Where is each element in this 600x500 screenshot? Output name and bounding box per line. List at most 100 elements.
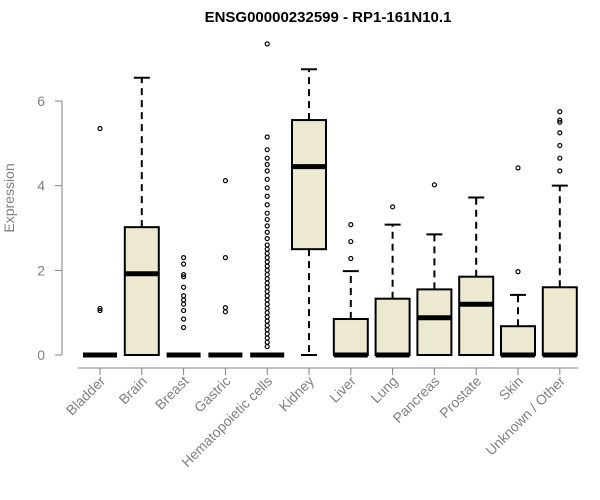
outlier-point: [181, 293, 187, 299]
y-axis-ticks: 0 2 4 6: [37, 93, 62, 363]
box-lung: [374, 204, 411, 358]
box-breast: [166, 255, 201, 358]
box-skin: [500, 165, 536, 358]
box-body: [374, 297, 411, 357]
outlier-point: [222, 304, 228, 311]
box-liver: [332, 222, 369, 358]
outlier-point: [264, 280, 270, 286]
outlier-point: [181, 271, 187, 278]
outlier-point: [97, 305, 103, 312]
outlier-point: [264, 310, 270, 316]
outlier-point: [390, 204, 396, 210]
box-body: [332, 318, 369, 356]
outlier-point: [181, 324, 187, 331]
outlier-point: [222, 309, 228, 315]
x-tick-label: Lung: [367, 373, 400, 406]
outlier-point: [557, 142, 563, 149]
outlier-point: [181, 255, 187, 261]
outlier-point: [264, 305, 270, 312]
outlier-point: [264, 168, 270, 174]
outlier-point: [222, 178, 228, 184]
outlier-point: [264, 322, 270, 328]
outlier-point: [264, 229, 270, 235]
x-tick-label: Kidney: [276, 373, 318, 415]
outlier-point: [264, 161, 270, 168]
outlier-point: [264, 185, 270, 191]
outlier-point: [557, 130, 563, 136]
box-kidney: [291, 68, 327, 356]
outlier-point: [264, 267, 270, 273]
outlier-point: [264, 193, 270, 199]
box-gastric: [208, 178, 243, 358]
box-body: [500, 325, 536, 357]
outlier-point: [264, 210, 270, 216]
box-body: [416, 288, 453, 356]
y-tick-label: 6: [37, 93, 45, 109]
outlier-point: [348, 238, 354, 245]
outlier-point: [264, 246, 270, 252]
outlier-point: [264, 147, 270, 153]
box-body: [541, 286, 578, 356]
outlier-point: [264, 343, 270, 350]
x-tick-label: Prostate: [436, 373, 484, 421]
outlier-point: [181, 261, 187, 267]
outlier-point: [264, 288, 270, 295]
y-tick-label: 2: [37, 262, 45, 278]
outlier-point: [557, 109, 563, 115]
x-tick-label: Breast: [152, 373, 192, 413]
boxplot-series: [83, 41, 578, 358]
box-prostate: [458, 196, 495, 357]
outlier-point: [264, 235, 270, 242]
outlier-point: [515, 165, 521, 171]
chart-title: ENSG00000232599 - RP1-161N10.1: [205, 9, 452, 26]
outlier-point: [515, 269, 521, 275]
outlier-point: [264, 301, 270, 307]
outlier-point: [264, 216, 270, 223]
x-tick-label: Skin: [496, 373, 527, 404]
x-tick-label: Bladder: [63, 373, 109, 419]
outlier-point: [264, 271, 270, 278]
outlier-point: [264, 339, 270, 345]
outlier-point: [222, 255, 228, 261]
outlier-point: [181, 297, 187, 303]
outlier-point: [431, 182, 437, 188]
outlier-point: [557, 155, 563, 161]
box-bladder: [83, 125, 117, 358]
outlier-point: [181, 274, 187, 280]
x-tick-label: Liver: [326, 373, 359, 406]
outlier-point: [264, 242, 270, 248]
outlier-point: [181, 284, 187, 290]
box-hematopoietic-cells: [250, 41, 285, 358]
outlier-point: [264, 263, 270, 269]
box-brain: [123, 76, 160, 357]
box-body: [458, 275, 495, 357]
outlier-point: [264, 314, 270, 320]
x-tick-label: Brain: [115, 373, 149, 407]
outlier-point: [557, 119, 563, 125]
outlier-point: [348, 222, 354, 228]
outlier-point: [264, 176, 270, 182]
box-pancreas: [416, 182, 453, 356]
outlier-point: [181, 316, 187, 322]
outlier-point: [264, 276, 270, 282]
outlier-point: [264, 202, 270, 208]
outlier-point: [97, 125, 103, 132]
outlier-point: [264, 223, 270, 229]
outlier-point: [264, 155, 270, 161]
y-tick-label: 4: [37, 178, 45, 194]
box-unknown-other: [541, 109, 578, 358]
box-body: [123, 226, 160, 357]
outlier-point: [264, 259, 270, 265]
outlier-point: [557, 117, 563, 123]
outlier-point: [97, 307, 103, 314]
outlier-point: [264, 255, 270, 261]
outlier-point: [264, 134, 270, 140]
outlier-point: [264, 41, 270, 47]
outlier-point: [181, 307, 187, 314]
y-axis-title: Expression: [1, 163, 17, 232]
outlier-point: [557, 168, 563, 174]
outlier-point: [348, 255, 354, 262]
box-body: [291, 119, 327, 251]
outlier-point: [264, 327, 270, 333]
